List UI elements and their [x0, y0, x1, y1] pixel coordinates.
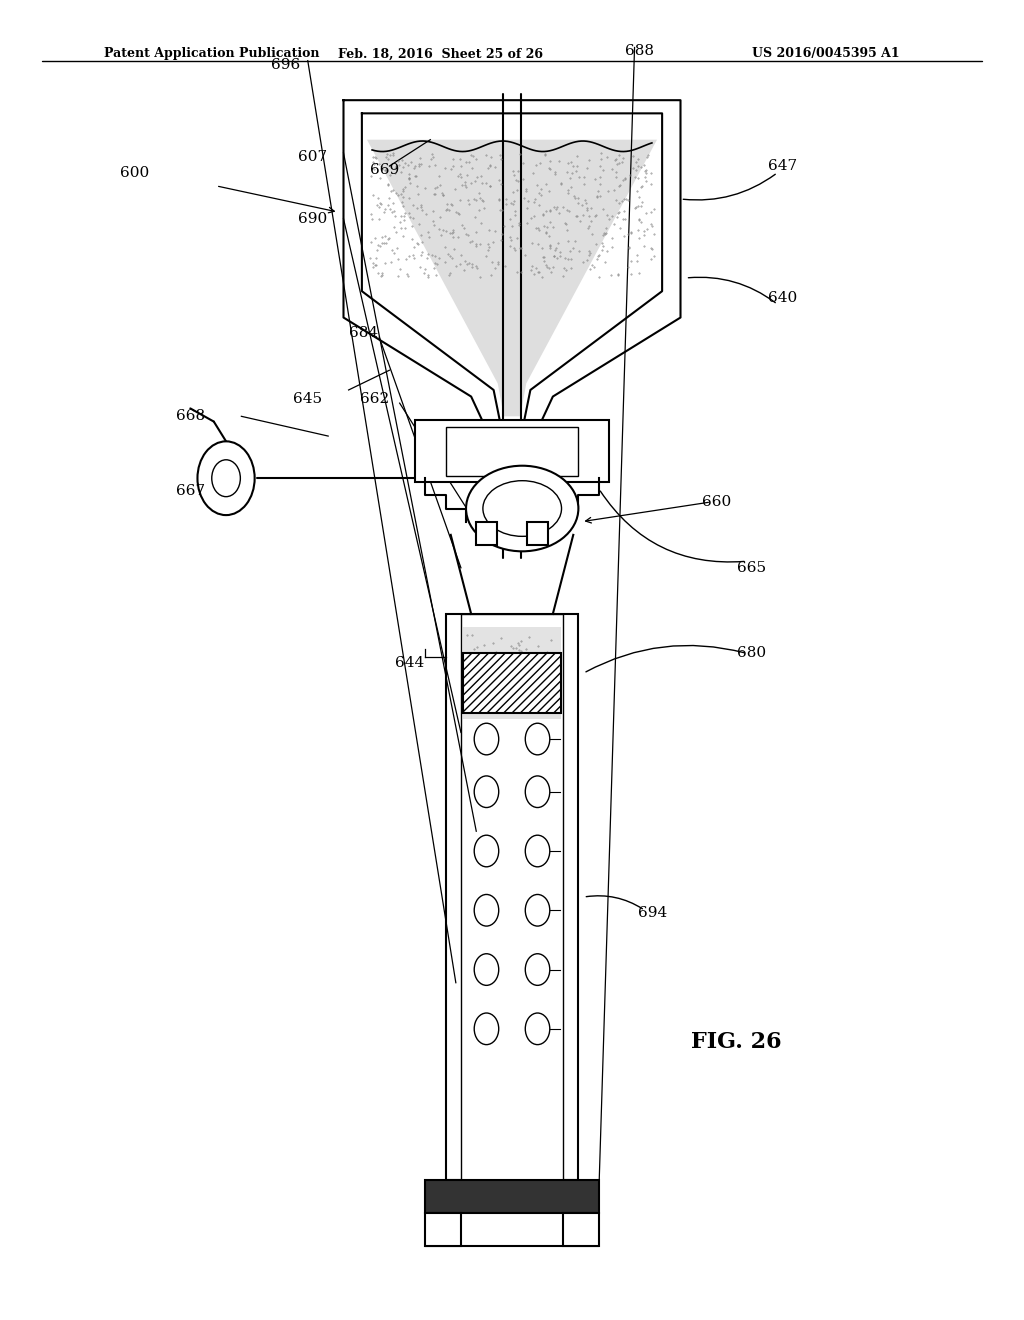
Text: 668: 668: [176, 409, 205, 424]
Circle shape: [474, 895, 499, 927]
Text: 696: 696: [270, 58, 300, 71]
Circle shape: [198, 441, 255, 515]
Bar: [463, 627, 561, 719]
Circle shape: [525, 723, 550, 755]
Bar: [476, 521, 497, 545]
Text: 694: 694: [638, 906, 668, 920]
Text: 660: 660: [701, 495, 731, 510]
Bar: [425, 1213, 461, 1246]
Text: 665: 665: [737, 561, 767, 574]
Text: 667: 667: [176, 484, 205, 499]
Text: 688: 688: [626, 45, 654, 58]
Text: 640: 640: [768, 290, 798, 305]
Bar: [527, 521, 548, 545]
Text: 645: 645: [293, 392, 323, 407]
Bar: [415, 420, 609, 482]
Bar: [461, 614, 563, 1180]
Text: FIG. 26: FIG. 26: [691, 1031, 782, 1053]
Text: US 2016/0045395 A1: US 2016/0045395 A1: [753, 48, 900, 61]
Bar: [445, 614, 579, 1180]
Circle shape: [525, 1012, 550, 1044]
Circle shape: [525, 954, 550, 985]
Text: 600: 600: [120, 165, 148, 180]
Circle shape: [474, 1012, 499, 1044]
Circle shape: [474, 836, 499, 867]
Text: 680: 680: [737, 647, 767, 660]
Circle shape: [474, 776, 499, 808]
Text: 647: 647: [768, 158, 798, 173]
Bar: [425, 1180, 599, 1213]
Text: 644: 644: [395, 656, 425, 669]
Ellipse shape: [483, 480, 561, 536]
Circle shape: [525, 836, 550, 867]
Circle shape: [474, 723, 499, 755]
Bar: [445, 426, 579, 475]
Text: 690: 690: [298, 211, 328, 226]
Circle shape: [474, 954, 499, 985]
Polygon shape: [367, 140, 657, 416]
Text: Feb. 18, 2016  Sheet 25 of 26: Feb. 18, 2016 Sheet 25 of 26: [338, 48, 543, 61]
Circle shape: [525, 776, 550, 808]
Text: 607: 607: [298, 150, 328, 164]
Text: 662: 662: [359, 392, 389, 407]
Circle shape: [525, 895, 550, 927]
Ellipse shape: [466, 466, 579, 552]
Text: Patent Application Publication: Patent Application Publication: [103, 48, 319, 61]
Text: 684: 684: [349, 326, 379, 341]
Bar: [463, 653, 561, 713]
Circle shape: [212, 459, 241, 496]
Bar: [563, 1213, 599, 1246]
Text: 669: 669: [370, 162, 399, 177]
